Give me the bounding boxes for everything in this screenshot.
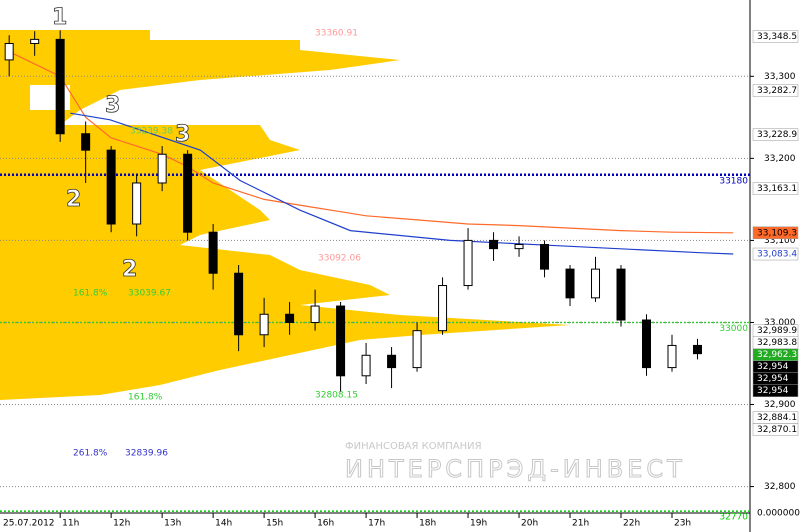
- candle-body: [259, 313, 269, 336]
- y-tick-label: 32,800: [764, 482, 796, 492]
- level-label: 33180: [719, 176, 748, 186]
- fib-label: 161.8%: [73, 289, 108, 299]
- price-label-box: [752, 423, 799, 436]
- candle-body: [438, 285, 448, 332]
- candle-body: [641, 319, 651, 369]
- price-label: 32,954: [757, 362, 789, 372]
- fib-label: 161.8%: [128, 393, 163, 403]
- fib-label: 33360.91: [315, 29, 358, 39]
- fib-label: 32839.96: [125, 449, 168, 459]
- candle-body: [234, 272, 244, 336]
- y-tick-label: 33,300: [764, 72, 796, 82]
- date-label: 25.07.2012: [3, 519, 55, 529]
- candle-body: [157, 153, 167, 184]
- volume-profile: [0, 30, 570, 400]
- candle-body: [81, 133, 91, 151]
- wave-label: 1: [52, 5, 67, 30]
- x-tick-label: 14h: [215, 519, 232, 529]
- x-tick-label: 15h: [266, 519, 283, 529]
- price-label: 33,083.4: [757, 250, 797, 260]
- candle-body: [132, 182, 142, 225]
- candle-body: [4, 42, 14, 61]
- price-label: 32,989.9: [757, 326, 797, 336]
- price-label-box: [752, 30, 799, 43]
- price-label: 32,870.1: [757, 425, 797, 435]
- candle-body: [514, 244, 524, 250]
- price-label: 33,109.3: [757, 228, 797, 238]
- x-tick-label: 22h: [623, 519, 640, 529]
- price-label-box: [752, 84, 799, 97]
- price-label-box: [752, 247, 799, 261]
- watermark-small: ФИНАНСОВАЯ КОМПАНИЯ: [345, 441, 482, 452]
- candle-body: [463, 239, 473, 287]
- fib-label: 33239.38: [130, 127, 173, 137]
- price-label: 33,282.7: [757, 86, 797, 96]
- candle-body: [591, 268, 601, 299]
- candle-body: [361, 354, 371, 377]
- price-label: 32,954: [757, 386, 789, 396]
- y-tick-label: 33,200: [764, 154, 796, 164]
- candle-body: [336, 305, 346, 377]
- y-tick-label: 32,900: [764, 400, 796, 410]
- candle-body: [565, 268, 575, 299]
- plot: 32,800 32,900 33,000 33,100 33,200 33,300 11h 1…: [0, 5, 799, 529]
- fib-label: 261.8%: [73, 449, 108, 459]
- price-label: 33,163.1: [757, 184, 797, 194]
- y-tick-label: 33,000: [764, 318, 796, 328]
- candle-body: [692, 344, 702, 355]
- candle-body: [412, 330, 422, 369]
- candle-body: [667, 344, 677, 369]
- x-tick-label: 12h: [113, 519, 130, 529]
- x-tick-label: 18h: [419, 519, 436, 529]
- price-label: 32,983.8: [757, 338, 797, 348]
- x-tick-label: 19h: [470, 519, 487, 529]
- x-tick-label: 23h: [674, 519, 691, 529]
- candle-body: [387, 354, 397, 369]
- candle-body: [540, 244, 550, 270]
- price-label-box: [752, 182, 799, 195]
- candle-body: [183, 153, 193, 233]
- wave-label: 2: [66, 187, 81, 212]
- price-label: 33,348.5: [757, 32, 797, 42]
- price-label-box: [752, 384, 799, 397]
- wave-label: 3: [175, 122, 190, 147]
- candle-body: [616, 268, 626, 321]
- candle-body: [30, 38, 40, 44]
- wave-label: 3: [105, 93, 120, 118]
- wave-label: 2: [122, 257, 137, 282]
- moving-average: [8, 51, 734, 234]
- candle-body: [285, 313, 295, 323]
- x-tick-label: 16h: [317, 519, 334, 529]
- price-label-box: [752, 128, 799, 141]
- bottom-value: 0.000000: [757, 509, 800, 519]
- x-tick-label: 13h: [164, 519, 181, 529]
- x-tick-label: 20h: [521, 519, 538, 529]
- fib-label: 33092.06: [318, 254, 361, 264]
- price-label: 32,884.1: [757, 413, 797, 423]
- x-tick-label: 17h: [368, 519, 385, 529]
- price-label: 32,954: [757, 374, 789, 384]
- price-label-box: [752, 226, 799, 240]
- candle-body: [55, 38, 65, 135]
- candle-body: [310, 305, 320, 323]
- candle-body: [208, 231, 218, 274]
- candle-body: [489, 239, 499, 250]
- level-label: 33000: [719, 324, 748, 334]
- x-tick-label: 11h: [62, 519, 79, 529]
- price-label: 33,228.9: [757, 130, 797, 140]
- moving-average: [70, 112, 734, 255]
- level-label: 32770: [719, 513, 748, 523]
- watermark-big: ИНТЕРСПРЭД-ИНВЕСТ: [345, 455, 686, 483]
- price-label: 32,962.3: [757, 350, 797, 360]
- candle-body: [106, 149, 116, 225]
- y-tick-label: 33,100: [764, 236, 796, 246]
- x-tick-label: 21h: [572, 519, 589, 529]
- fib-label: 33039.67: [128, 289, 171, 299]
- fib-label: 32808.15: [315, 391, 358, 401]
